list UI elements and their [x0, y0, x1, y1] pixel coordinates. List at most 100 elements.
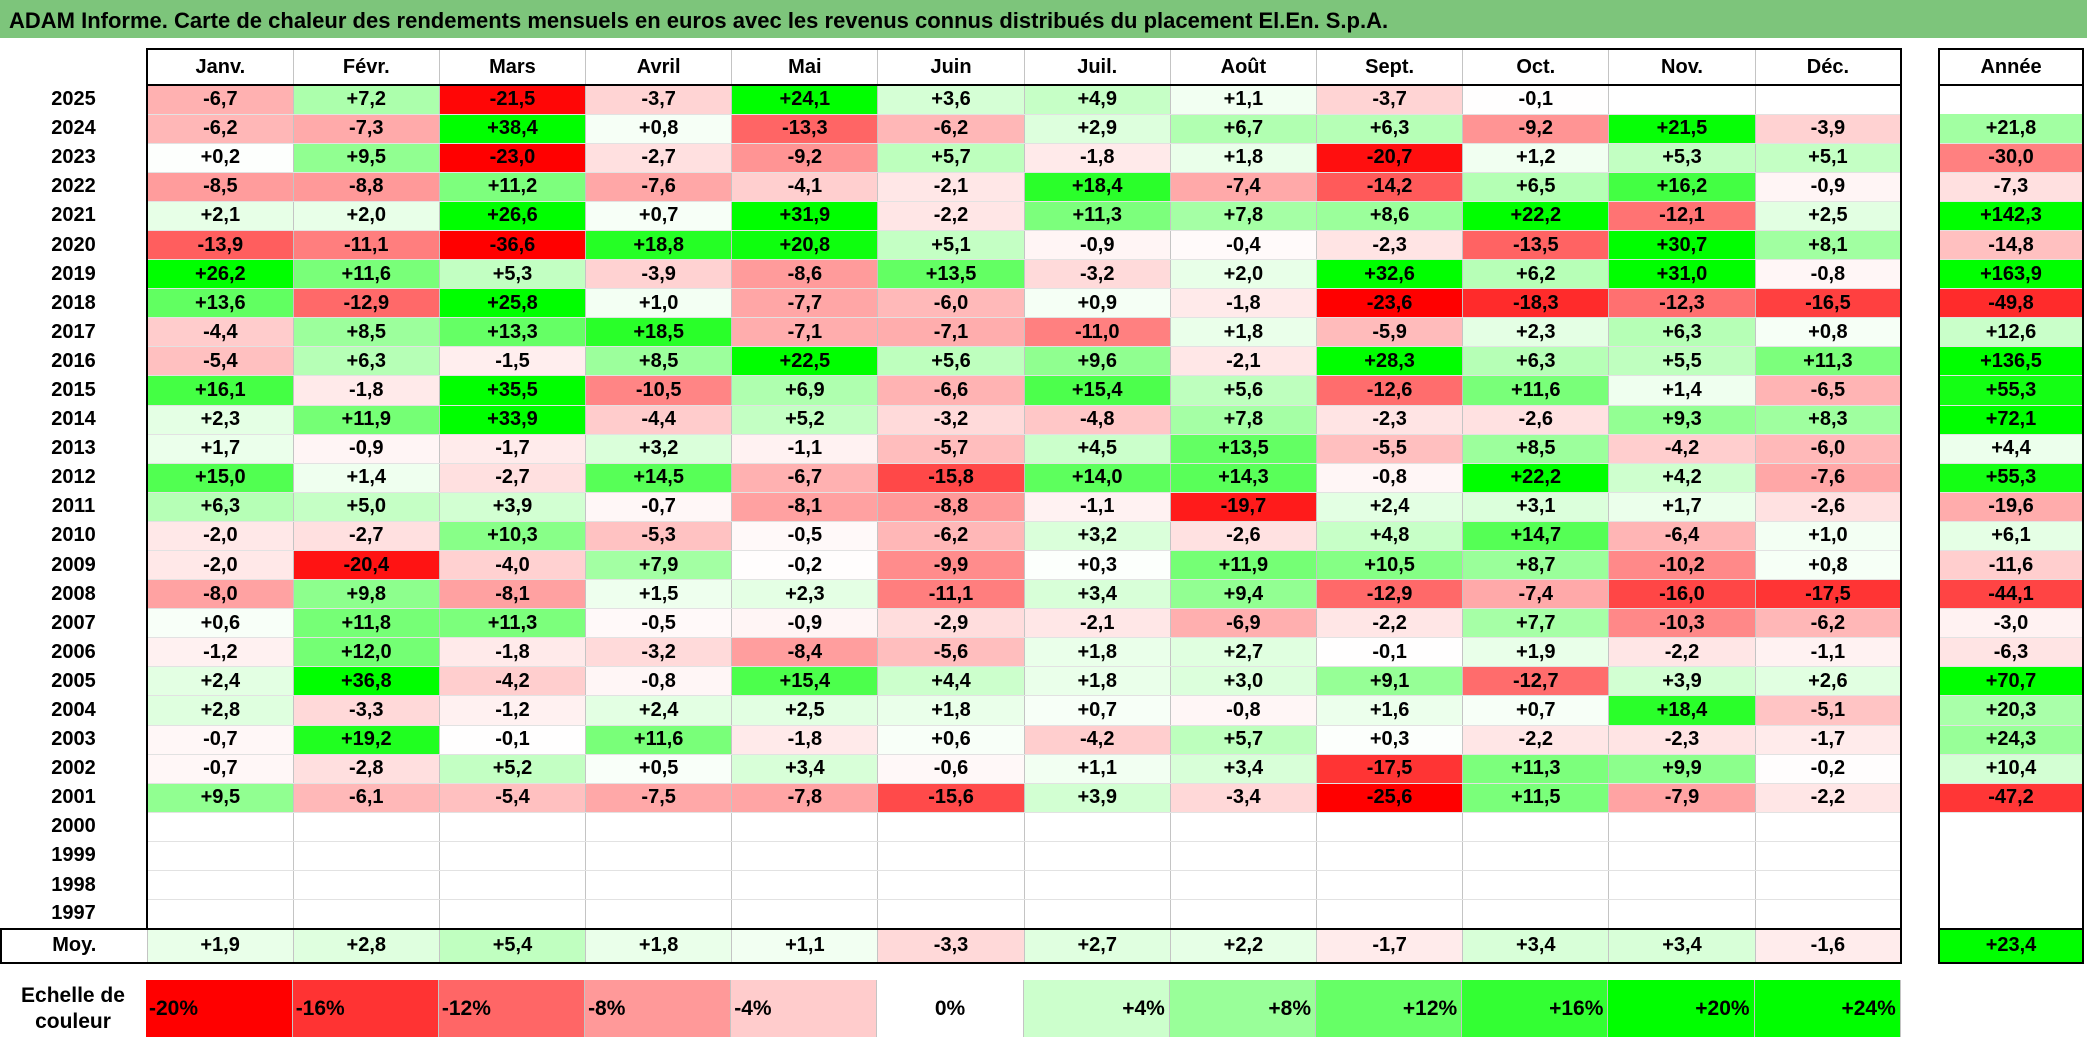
report-title: ADAM Informe. Carte de chaleur des rende…	[0, 0, 2087, 38]
month-return-cell: -1,2	[438, 695, 587, 726]
color-scale-swatch: +24%	[1754, 980, 1901, 1037]
month-return-cell: +6,3	[1315, 114, 1464, 144]
month-return-cell: +5,2	[438, 754, 587, 784]
month-return-cell	[1169, 870, 1318, 901]
annual-return-cell: -44,1	[1938, 579, 2084, 610]
year-label: 2019	[51, 262, 96, 285]
month-header: Juil.	[1023, 48, 1171, 86]
month-return-cell: -2,3	[1315, 405, 1464, 435]
month-return-cell: -12,3	[1608, 288, 1756, 319]
year-label: 2006	[51, 640, 96, 663]
year-label: 2001	[51, 786, 96, 809]
month-return-cell: +13,5	[1169, 434, 1318, 464]
month-return-cell: -3,7	[585, 85, 733, 115]
month-return-cell	[1315, 841, 1464, 872]
month-return-cell	[1169, 899, 1318, 930]
month-return-cell	[731, 899, 879, 930]
month-header: Nov.	[1608, 48, 1756, 86]
month-return-cell: -4,8	[1023, 405, 1171, 435]
table-row: 2000	[1, 812, 1903, 842]
month-return-cell: -8,1	[731, 492, 879, 522]
month-return-cell: +11,3	[1462, 754, 1610, 784]
month-return-cell: +5,7	[1169, 725, 1318, 755]
table-row: 2007 +0,6 +11,8 +11,3 -0,5 -0,9 -2,9 -2,1 -6,9 -2…	[1, 608, 1903, 639]
month-return-cell: -2,6	[1754, 492, 1903, 522]
month-return-cell: +2,4	[145, 666, 294, 697]
month-return-cell: -0,5	[731, 521, 879, 552]
month-return-cell	[1462, 899, 1610, 930]
month-header: Juin	[877, 48, 1025, 86]
month-return-cell	[438, 870, 587, 901]
color-scale-swatch: +4%	[1023, 980, 1170, 1037]
month-return-cell: +3,4	[1169, 754, 1318, 784]
month-return-cell: +6,9	[731, 375, 879, 406]
table-row: 2013 +1,7 -0,9 -1,7 +3,2 -1,1 -5,7 +4,5 +13,5 -5,…	[1, 434, 1903, 464]
month-return-cell: +3,9	[1608, 666, 1756, 697]
month-return-cell: +6,7	[1169, 114, 1318, 144]
month-return-cell: -15,6	[877, 783, 1025, 813]
color-scale-swatch: -20%	[146, 980, 293, 1037]
month-return-cell	[145, 841, 294, 872]
average-return-cell: +1,8	[585, 927, 733, 964]
month-return-cell: -0,8	[1754, 259, 1903, 290]
month-return-cell	[1608, 841, 1756, 872]
month-return-cell: -6,0	[1754, 434, 1903, 464]
month-return-cell: +6,3	[1462, 346, 1610, 377]
month-return-cell: +4,4	[877, 666, 1025, 697]
average-return-cell: +3,4	[1608, 927, 1756, 964]
corner-cell	[1, 49, 147, 85]
month-return-cell: -5,1	[1754, 695, 1903, 726]
month-return-cell: +32,6	[1315, 259, 1464, 290]
month-return-cell: +1,1	[1169, 85, 1318, 115]
month-return-cell: +18,4	[1023, 172, 1171, 202]
month-return-cell: +1,7	[1608, 492, 1756, 522]
month-return-cell: +3,0	[1169, 666, 1318, 697]
month-return-cell: +20,8	[731, 230, 879, 261]
month-return-cell: +18,4	[1608, 695, 1756, 726]
month-return-cell: +6,3	[292, 346, 440, 377]
month-return-cell: -20,4	[292, 550, 440, 581]
month-return-cell: +2,1	[145, 201, 294, 231]
annual-returns-column: Année +21,8 -30,0 -7,3 +142,3 -14,8 +163,9 -49,…	[1938, 48, 2084, 964]
month-return-cell: -4,0	[438, 550, 587, 581]
annual-return-cell: +55,3	[1938, 463, 2084, 493]
annual-average-cell: +23,4	[1938, 927, 2084, 964]
month-return-cell	[1608, 85, 1756, 115]
month-return-cell	[1023, 841, 1171, 872]
month-return-cell: -1,1	[1754, 637, 1903, 668]
year-label: 2010	[51, 524, 96, 547]
month-return-cell: -12,1	[1608, 201, 1756, 231]
month-return-cell: +13,3	[438, 317, 587, 348]
month-return-cell: +8,7	[1462, 550, 1610, 581]
annual-return-cell: +12,6	[1938, 317, 2084, 348]
month-return-cell: -1,8	[1169, 288, 1318, 319]
month-return-cell: +13,6	[145, 288, 294, 319]
table-row: 2021 +2,1 +2,0 +26,6 +0,7 +31,9 -2,2 +11,3 +7,8 +…	[1, 201, 1903, 231]
color-scale-swatch: -8%	[584, 980, 732, 1037]
month-return-cell	[292, 812, 440, 842]
month-return-cell	[1169, 841, 1318, 872]
month-return-cell: -0,1	[1315, 637, 1464, 668]
month-header: Avril	[585, 48, 733, 86]
month-return-cell	[438, 812, 587, 842]
annual-return-cell	[1938, 85, 2084, 115]
month-return-cell: +38,4	[438, 114, 587, 144]
month-return-cell	[1754, 870, 1903, 901]
month-return-cell	[1315, 812, 1464, 842]
month-return-cell: -6,2	[1754, 608, 1903, 639]
month-return-cell	[1608, 870, 1756, 901]
month-return-cell: -2,2	[1608, 637, 1756, 668]
month-return-cell: -7,5	[585, 783, 733, 813]
month-return-cell: +11,6	[1462, 375, 1610, 406]
table-row: 2010 -2,0 -2,7 +10,3 -5,3 -0,5 -6,2 +3,2 -2,6 +4,…	[1, 521, 1903, 552]
month-return-cell: +33,9	[438, 405, 587, 435]
month-return-cell: +11,3	[438, 608, 587, 639]
month-return-cell: -2,8	[292, 754, 440, 784]
month-return-cell: +5,5	[1608, 346, 1756, 377]
month-return-cell: -11,1	[877, 579, 1025, 610]
month-return-cell: +26,6	[438, 201, 587, 231]
month-return-cell	[1023, 812, 1171, 842]
month-return-cell: -2,7	[438, 463, 587, 493]
month-return-cell: +11,9	[292, 405, 440, 435]
month-return-cell: +1,8	[1023, 637, 1171, 668]
